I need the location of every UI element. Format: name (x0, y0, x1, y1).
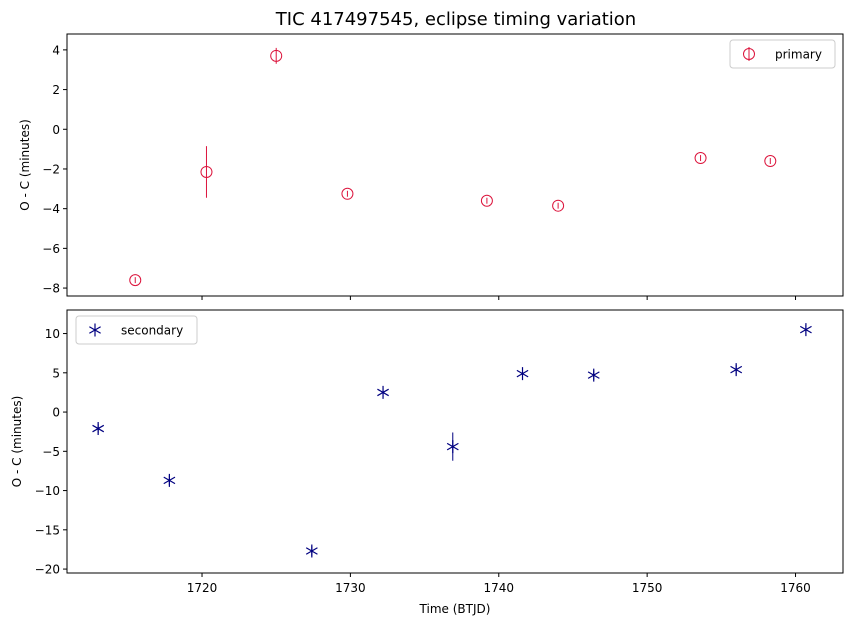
bottom-point-7 (730, 363, 743, 377)
top-legend: primary (729, 39, 836, 69)
bottom-point-8 (799, 323, 812, 337)
top-marker-3 (341, 187, 354, 200)
top-point-0 (129, 274, 142, 287)
top-marker-5 (552, 199, 565, 212)
bottom-point-6 (587, 368, 600, 382)
bottom-axes-frame (66, 309, 844, 574)
bottom-xtick-label-4: 1760 (780, 581, 811, 595)
top-marker-0 (129, 274, 142, 287)
bottom-legend-marker (89, 323, 101, 337)
bottom-point-2 (305, 544, 318, 558)
bottom-legend-label: secondary (121, 324, 183, 338)
bottom-marker-7 (730, 363, 743, 377)
top-axes-frame (66, 33, 844, 297)
bottom-xlabel: Time (BTJD) (419, 602, 491, 616)
top-legend-marker (743, 48, 755, 60)
bottom-marker-4 (446, 440, 459, 454)
bottom-ytick-label-5: 5 (52, 366, 60, 380)
bottom-marker-5 (516, 367, 529, 381)
bottom-xtick-label-1: 1730 (335, 581, 366, 595)
top-ytick-label-6: 4 (52, 43, 60, 57)
bottom-ytick-label-4: 0 (52, 406, 60, 420)
bottom-ylabel: O - C (minutes) (10, 396, 24, 488)
top-point-5 (552, 199, 565, 212)
top-legend-box (729, 39, 836, 69)
bottom-marker-8 (799, 323, 812, 337)
top-point-2 (270, 47, 283, 64)
top-ytick-label-5: 2 (52, 83, 60, 97)
bottom-ytick-label-3: −5 (42, 445, 60, 459)
bottom-ytick-label-2: −10 (35, 484, 60, 498)
top-point-4 (480, 194, 493, 207)
bottom-legend-box (75, 315, 198, 345)
bottom-ytick-label-1: −15 (35, 523, 60, 537)
top-ytick-label-0: −8 (42, 282, 60, 296)
bottom-point-1 (163, 473, 176, 487)
bottom-marker-3 (377, 385, 389, 399)
bottom-point-3 (377, 385, 389, 399)
bottom-xtick-label-3: 1750 (632, 581, 663, 595)
top-point-7 (764, 155, 777, 168)
bottom-marker-2 (305, 544, 318, 558)
panel-top: −8 −6 −4 −2 0 2 4 O - C (minutes) primary (18, 33, 844, 300)
bottom-ytick-label-6: 10 (45, 327, 60, 341)
top-marker-6 (694, 152, 707, 165)
top-legend-label: primary (775, 48, 822, 62)
top-marker-7 (764, 155, 777, 168)
bottom-legend: secondary (75, 315, 198, 345)
bottom-marker-6 (587, 368, 600, 382)
top-point-1 (200, 146, 213, 198)
top-point-6 (694, 152, 707, 165)
panel-bottom: 1720 1730 1740 1750 1760 −20 −15 −10 −5 0 5 10 O - C… (10, 309, 844, 616)
bottom-xtick-label-2: 1740 (483, 581, 514, 595)
top-ytick-label-4: 0 (52, 123, 60, 137)
top-ytick-label-1: −6 (42, 242, 60, 256)
bottom-point-5 (516, 367, 529, 381)
bottom-marker-0 (92, 422, 105, 436)
bottom-xtick-label-0: 1720 (187, 581, 218, 595)
bottom-marker-1 (163, 473, 176, 487)
bottom-point-4 (446, 432, 459, 461)
top-marker-1 (200, 165, 213, 178)
top-ylabel: O - C (minutes) (18, 119, 32, 211)
top-ytick-label-2: −4 (42, 202, 60, 216)
bottom-point-0 (92, 422, 105, 436)
bottom-ytick-label-0: −20 (35, 563, 60, 577)
chart-title: TIC 417497545, eclipse timing variation (275, 9, 636, 30)
top-point-3 (341, 187, 354, 200)
top-marker-4 (480, 194, 493, 207)
top-marker-2 (270, 49, 283, 62)
top-ytick-label-3: −2 (42, 162, 60, 176)
